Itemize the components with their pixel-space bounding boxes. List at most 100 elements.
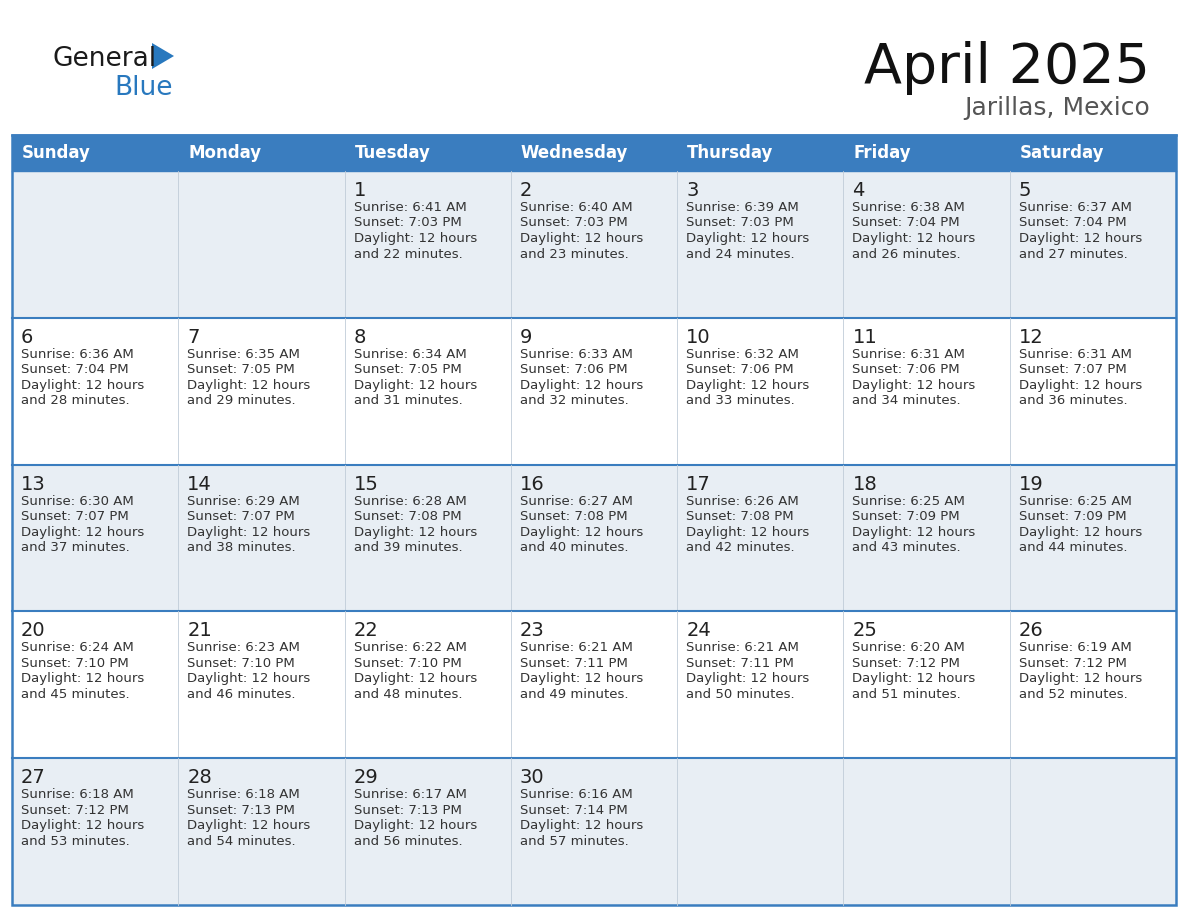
Bar xyxy=(12,465,178,611)
Text: and 40 minutes.: and 40 minutes. xyxy=(520,541,628,554)
Text: and 32 minutes.: and 32 minutes. xyxy=(520,395,628,408)
Text: Daylight: 12 hours: Daylight: 12 hours xyxy=(21,526,144,539)
Text: and 36 minutes.: and 36 minutes. xyxy=(1019,395,1127,408)
Text: Sunset: 7:13 PM: Sunset: 7:13 PM xyxy=(354,803,461,817)
Text: and 54 minutes.: and 54 minutes. xyxy=(188,834,296,847)
Text: Sunset: 7:10 PM: Sunset: 7:10 PM xyxy=(354,657,461,670)
Text: and 49 minutes.: and 49 minutes. xyxy=(520,688,628,701)
Text: 15: 15 xyxy=(354,475,379,494)
Bar xyxy=(677,758,843,905)
Text: and 56 minutes.: and 56 minutes. xyxy=(354,834,462,847)
Text: Sunrise: 6:21 AM: Sunrise: 6:21 AM xyxy=(687,642,800,655)
Text: and 33 minutes.: and 33 minutes. xyxy=(687,395,795,408)
Text: 9: 9 xyxy=(520,328,532,347)
Text: Sunrise: 6:37 AM: Sunrise: 6:37 AM xyxy=(1019,201,1132,214)
Text: Daylight: 12 hours: Daylight: 12 hours xyxy=(687,672,809,686)
Bar xyxy=(345,171,511,318)
Text: 28: 28 xyxy=(188,768,211,788)
Text: 7: 7 xyxy=(188,328,200,347)
Bar xyxy=(178,171,345,318)
Bar xyxy=(178,135,345,171)
Text: Sunset: 7:12 PM: Sunset: 7:12 PM xyxy=(1019,657,1126,670)
Bar xyxy=(1010,611,1176,758)
Text: Friday: Friday xyxy=(853,144,911,162)
Bar xyxy=(12,318,178,465)
Text: Sunrise: 6:23 AM: Sunrise: 6:23 AM xyxy=(188,642,301,655)
Text: Daylight: 12 hours: Daylight: 12 hours xyxy=(21,819,144,833)
Text: and 53 minutes.: and 53 minutes. xyxy=(21,834,129,847)
Text: 1: 1 xyxy=(354,181,366,200)
Text: 4: 4 xyxy=(853,181,865,200)
Text: and 46 minutes.: and 46 minutes. xyxy=(188,688,296,701)
Bar xyxy=(511,135,677,171)
Text: and 57 minutes.: and 57 minutes. xyxy=(520,834,628,847)
Text: 21: 21 xyxy=(188,621,211,641)
Text: 19: 19 xyxy=(1019,475,1043,494)
Text: Sunset: 7:06 PM: Sunset: 7:06 PM xyxy=(687,364,794,376)
Text: Sunset: 7:07 PM: Sunset: 7:07 PM xyxy=(1019,364,1126,376)
Text: Daylight: 12 hours: Daylight: 12 hours xyxy=(188,672,310,686)
Text: Daylight: 12 hours: Daylight: 12 hours xyxy=(1019,672,1142,686)
Text: Sunset: 7:12 PM: Sunset: 7:12 PM xyxy=(853,657,960,670)
Text: Sunday: Sunday xyxy=(23,144,90,162)
Bar xyxy=(178,611,345,758)
Text: Sunset: 7:10 PM: Sunset: 7:10 PM xyxy=(21,657,128,670)
Text: 26: 26 xyxy=(1019,621,1043,641)
Text: Daylight: 12 hours: Daylight: 12 hours xyxy=(354,232,476,245)
Text: Sunset: 7:13 PM: Sunset: 7:13 PM xyxy=(188,803,295,817)
Text: Sunset: 7:11 PM: Sunset: 7:11 PM xyxy=(687,657,794,670)
Text: Sunrise: 6:28 AM: Sunrise: 6:28 AM xyxy=(354,495,467,508)
Bar xyxy=(511,611,677,758)
Text: Sunrise: 6:35 AM: Sunrise: 6:35 AM xyxy=(188,348,301,361)
Bar xyxy=(843,171,1010,318)
Text: 16: 16 xyxy=(520,475,544,494)
Bar xyxy=(843,465,1010,611)
Text: Sunset: 7:08 PM: Sunset: 7:08 PM xyxy=(520,510,627,523)
Text: 29: 29 xyxy=(354,768,378,788)
Bar xyxy=(843,758,1010,905)
Text: Sunrise: 6:36 AM: Sunrise: 6:36 AM xyxy=(21,348,134,361)
Text: Saturday: Saturday xyxy=(1019,144,1104,162)
Bar xyxy=(178,465,345,611)
Bar xyxy=(12,611,178,758)
Text: Sunrise: 6:20 AM: Sunrise: 6:20 AM xyxy=(853,642,965,655)
Text: 11: 11 xyxy=(853,328,877,347)
Text: Sunset: 7:14 PM: Sunset: 7:14 PM xyxy=(520,803,627,817)
Bar xyxy=(345,758,511,905)
Text: Blue: Blue xyxy=(114,75,172,101)
Bar xyxy=(12,135,1176,905)
Bar xyxy=(345,318,511,465)
Text: Daylight: 12 hours: Daylight: 12 hours xyxy=(687,379,809,392)
Text: and 22 minutes.: and 22 minutes. xyxy=(354,248,462,261)
Text: Sunset: 7:07 PM: Sunset: 7:07 PM xyxy=(188,510,295,523)
Text: 27: 27 xyxy=(21,768,46,788)
Bar xyxy=(511,171,677,318)
Text: and 24 minutes.: and 24 minutes. xyxy=(687,248,795,261)
Text: Sunrise: 6:31 AM: Sunrise: 6:31 AM xyxy=(853,348,966,361)
Text: Daylight: 12 hours: Daylight: 12 hours xyxy=(21,672,144,686)
Text: Sunset: 7:09 PM: Sunset: 7:09 PM xyxy=(853,510,960,523)
Text: Daylight: 12 hours: Daylight: 12 hours xyxy=(520,232,643,245)
Text: Sunrise: 6:25 AM: Sunrise: 6:25 AM xyxy=(1019,495,1132,508)
Text: Jarillas, Mexico: Jarillas, Mexico xyxy=(965,96,1150,120)
Text: Sunset: 7:08 PM: Sunset: 7:08 PM xyxy=(354,510,461,523)
Bar xyxy=(843,611,1010,758)
Text: Sunrise: 6:31 AM: Sunrise: 6:31 AM xyxy=(1019,348,1132,361)
Text: Sunrise: 6:30 AM: Sunrise: 6:30 AM xyxy=(21,495,134,508)
Text: Daylight: 12 hours: Daylight: 12 hours xyxy=(1019,379,1142,392)
Text: and 29 minutes.: and 29 minutes. xyxy=(188,395,296,408)
Text: Sunset: 7:06 PM: Sunset: 7:06 PM xyxy=(853,364,960,376)
Text: and 23 minutes.: and 23 minutes. xyxy=(520,248,628,261)
Text: Sunrise: 6:18 AM: Sunrise: 6:18 AM xyxy=(188,789,301,801)
Text: and 38 minutes.: and 38 minutes. xyxy=(188,541,296,554)
Text: 24: 24 xyxy=(687,621,710,641)
Text: 3: 3 xyxy=(687,181,699,200)
Bar xyxy=(1010,465,1176,611)
Text: 18: 18 xyxy=(853,475,877,494)
Text: and 42 minutes.: and 42 minutes. xyxy=(687,541,795,554)
Text: Daylight: 12 hours: Daylight: 12 hours xyxy=(687,232,809,245)
Text: Sunrise: 6:21 AM: Sunrise: 6:21 AM xyxy=(520,642,633,655)
Bar xyxy=(1010,318,1176,465)
Polygon shape xyxy=(152,43,173,69)
Text: Sunset: 7:03 PM: Sunset: 7:03 PM xyxy=(687,217,794,230)
